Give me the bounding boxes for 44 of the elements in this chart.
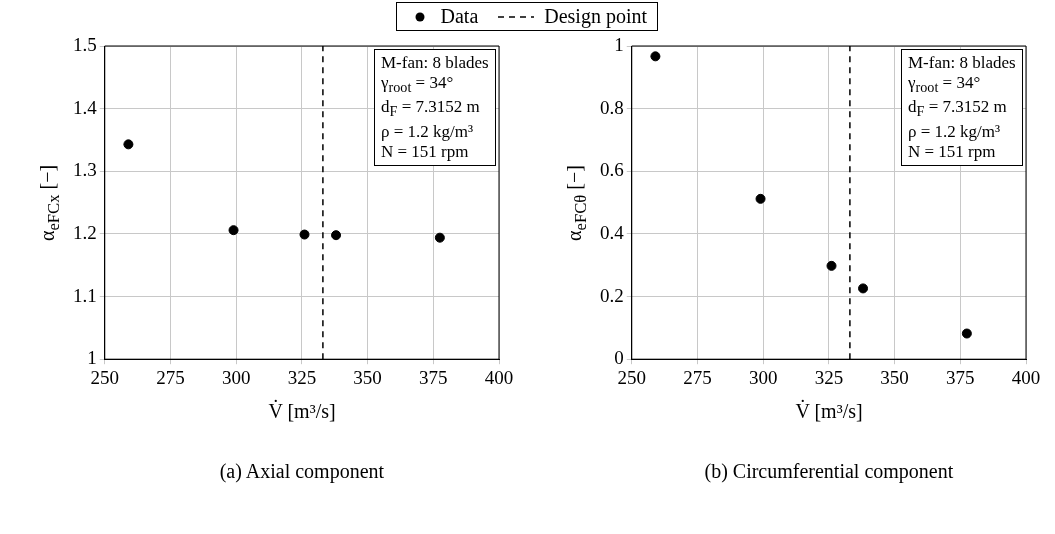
- x-tick-label: 375: [946, 366, 975, 388]
- legend-label: Data: [440, 5, 479, 28]
- x-tick-label: 400: [484, 366, 514, 388]
- x-tick-label: 300: [748, 366, 778, 388]
- point: [123, 139, 134, 150]
- text: (b) Circumferential component: [704, 460, 954, 483]
- y-tick-label: 1.4: [73, 96, 98, 118]
- x-tick-label: 325: [287, 366, 317, 388]
- y-tick-label: 1: [614, 33, 624, 55]
- x-tick-label: 325: [814, 366, 844, 388]
- y-tick-label: 0: [614, 347, 624, 369]
- text: M-fan: 8 blades γ$_{root}$ = 34° d$_{F}$ = 7.3152 m ρ = 1.2 kg/m³ N = 151 rpm: [381, 53, 489, 161]
- y-tick-label: 1.3: [73, 159, 97, 181]
- point: [650, 51, 661, 62]
- x-tick-label: 250: [90, 366, 119, 388]
- y-tick-label: 1.5: [73, 33, 97, 55]
- x-tick-label: 275: [156, 366, 185, 388]
- x-axis-title: V̇ [m³/s]: [268, 400, 336, 423]
- point: [228, 225, 239, 236]
- point: [961, 328, 972, 339]
- y-tick-label: 1.2: [73, 221, 97, 243]
- x-tick-label: 400: [1011, 366, 1041, 388]
- point: [434, 232, 445, 243]
- y-tick-label: 1: [87, 347, 97, 369]
- x-tick-label: 350: [880, 366, 909, 388]
- x-tick-label: 275: [683, 366, 712, 388]
- y-tick-label: 0.2: [600, 284, 624, 306]
- point: [755, 193, 766, 204]
- point: [299, 229, 310, 240]
- point: [858, 283, 869, 294]
- point: [826, 260, 837, 271]
- text: M-fan: 8 blades γ$_{root}$ = 34° d$_{F}$ = 7.3152 m ρ = 1.2 kg/m³ N = 151 rpm: [908, 53, 1016, 161]
- x-tick-label: 300: [221, 366, 251, 388]
- x-axis-title: V̇ [m³/s]: [795, 400, 863, 423]
- x-tick-label: 250: [617, 366, 646, 388]
- x-tick-label: 375: [419, 366, 448, 388]
- y-tick-label: 1.1: [73, 284, 97, 306]
- y-tick-label: 0.4: [600, 221, 625, 243]
- text: (a) Axial component: [219, 460, 385, 483]
- x-tick-label: 350: [353, 366, 382, 388]
- point: [331, 230, 342, 241]
- y-tick-label: 0.6: [600, 159, 624, 181]
- legend-label: Design point: [544, 5, 648, 28]
- y-tick-label: 0.8: [600, 96, 624, 118]
